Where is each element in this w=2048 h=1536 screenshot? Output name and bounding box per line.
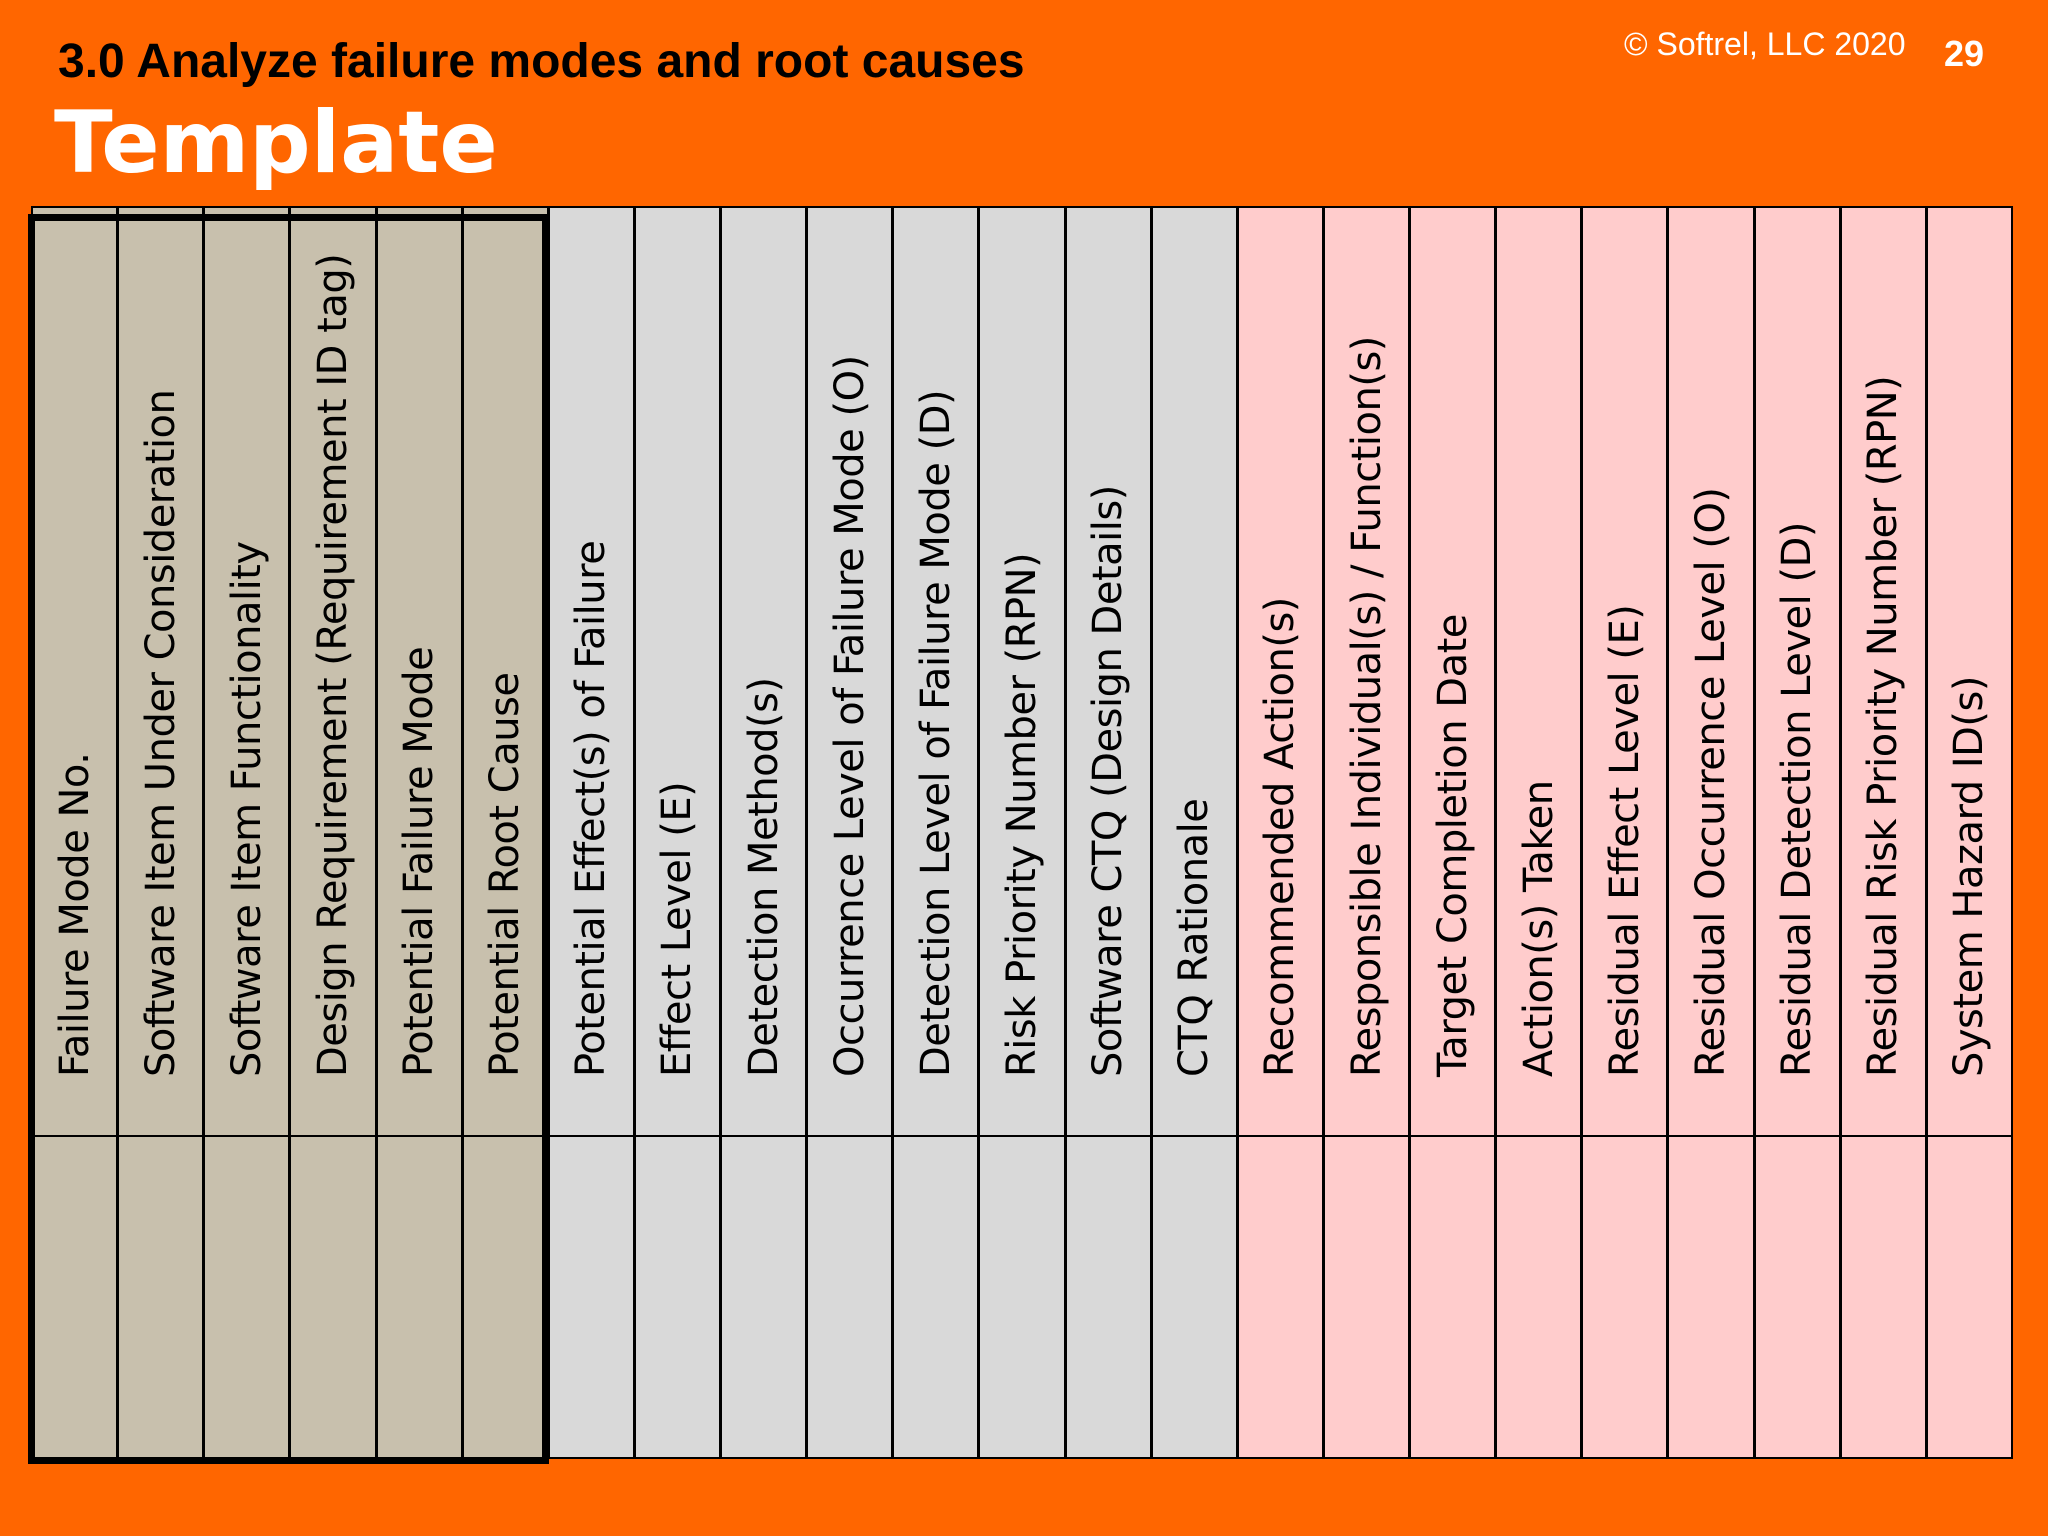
column-header: Software Item Functionality bbox=[205, 208, 289, 1137]
column-header-label: Residual Risk Priority Number (RPN) bbox=[1860, 375, 1907, 1077]
table-cell[interactable] bbox=[1583, 1137, 1666, 1457]
table-column: Failure Mode No. bbox=[31, 206, 119, 1459]
column-header-label: Occurrence Level of Failure Mode (O) bbox=[826, 355, 873, 1077]
table-column: Detection Level of Failure Mode (D) bbox=[892, 206, 980, 1459]
column-header-label: Failure Mode No. bbox=[51, 752, 98, 1077]
table-cell[interactable] bbox=[464, 1137, 547, 1457]
column-header-label: CTQ Rationale bbox=[1171, 798, 1218, 1077]
table-cell[interactable] bbox=[1756, 1137, 1839, 1457]
column-header-label: Recommended Action(s) bbox=[1257, 597, 1304, 1077]
table-cell[interactable] bbox=[550, 1137, 633, 1457]
table-cell[interactable] bbox=[636, 1137, 719, 1457]
column-header: Detection Level of Failure Mode (D) bbox=[894, 208, 978, 1137]
column-header-label: Responsible Individual(s) / Function(s) bbox=[1343, 336, 1390, 1077]
column-header: Residual Risk Priority Number (RPN) bbox=[1841, 208, 1925, 1137]
column-header-label: Detection Level of Failure Mode (D) bbox=[912, 389, 959, 1077]
column-header-label: Residual Occurrence Level (O) bbox=[1688, 487, 1735, 1077]
column-header-label: Potential Root Cause bbox=[482, 672, 529, 1077]
column-header-label: Potential Effect(s) of Failure bbox=[568, 540, 615, 1077]
table-cell[interactable] bbox=[1153, 1137, 1236, 1457]
table-cell[interactable] bbox=[1842, 1137, 1925, 1457]
column-header-label: Design Requirement (Requirement ID tag) bbox=[309, 253, 356, 1077]
table-column: Residual Occurrence Level (O) bbox=[1667, 206, 1755, 1459]
page-number: 29 bbox=[1944, 33, 1985, 74]
column-header-label: Detection Method(s) bbox=[740, 677, 787, 1077]
column-header-label: Target Completion Date bbox=[1429, 614, 1476, 1077]
table-cell[interactable] bbox=[1067, 1137, 1150, 1457]
column-header: Residual Effect Level (E) bbox=[1583, 208, 1667, 1137]
column-header: Design Requirement (Requirement ID tag) bbox=[291, 208, 375, 1137]
table-column: Software Item Functionality bbox=[203, 206, 291, 1459]
column-header: Risk Priority Number (RPN) bbox=[980, 208, 1064, 1137]
table-cell[interactable] bbox=[722, 1137, 805, 1457]
column-header: Recommended Action(s) bbox=[1238, 208, 1322, 1137]
table-column: Potential Failure Mode bbox=[375, 206, 463, 1459]
column-header: Residual Detection Level (D) bbox=[1755, 208, 1839, 1137]
column-header-label: Potential Failure Mode bbox=[396, 646, 443, 1077]
column-header: Detection Method(s) bbox=[722, 208, 806, 1137]
column-header: CTQ Rationale bbox=[1152, 208, 1236, 1137]
table-column: Responsible Individual(s) / Function(s) bbox=[1322, 206, 1411, 1459]
table-cell[interactable] bbox=[378, 1137, 461, 1457]
table-cell[interactable] bbox=[291, 1137, 374, 1457]
column-header: System Hazard ID(s) bbox=[1927, 208, 2011, 1137]
column-header-label: Software CTQ (Design Details) bbox=[1085, 485, 1132, 1077]
column-header: Residual Occurrence Level (O) bbox=[1669, 208, 1753, 1137]
column-header: Occurrence Level of Failure Mode (O) bbox=[808, 208, 892, 1137]
table-cell[interactable] bbox=[1669, 1137, 1752, 1457]
table-column: Risk Priority Number (RPN) bbox=[978, 206, 1066, 1459]
column-header: Potential Root Cause bbox=[463, 208, 547, 1137]
table-column: Residual Risk Priority Number (RPN) bbox=[1839, 206, 1927, 1459]
table-cell[interactable] bbox=[894, 1137, 977, 1457]
column-header: Target Completion Date bbox=[1411, 208, 1495, 1137]
table-column: Detection Method(s) bbox=[720, 206, 808, 1459]
table-cell[interactable] bbox=[808, 1137, 891, 1457]
column-header-label: Risk Priority Number (RPN) bbox=[998, 552, 1045, 1077]
column-header: Software Item Under Consideration bbox=[119, 208, 203, 1137]
table-column: Effect Level (E) bbox=[633, 206, 722, 1459]
table-column: Design Requirement (Requirement ID tag) bbox=[289, 206, 377, 1459]
table-column: Action(s) Taken bbox=[1495, 206, 1583, 1459]
column-header: Responsible Individual(s) / Function(s) bbox=[1324, 208, 1409, 1137]
table-cell[interactable] bbox=[1325, 1137, 1408, 1457]
table-column: Recommended Action(s) bbox=[1236, 206, 1324, 1459]
column-header-label: Residual Effect Level (E) bbox=[1601, 604, 1648, 1077]
table-column: CTQ Rationale bbox=[1150, 206, 1238, 1459]
table-column: Target Completion Date bbox=[1409, 206, 1497, 1459]
column-header: Potential Effect(s) of Failure bbox=[549, 208, 633, 1137]
column-header: Potential Failure Mode bbox=[377, 208, 461, 1137]
table-column: Potential Root Cause bbox=[461, 206, 549, 1459]
table-column: Software CTQ (Design Details) bbox=[1064, 206, 1152, 1459]
table-cell[interactable] bbox=[205, 1137, 288, 1457]
table-column: System Hazard ID(s) bbox=[1925, 206, 2013, 1459]
copyright-notice: © Softrel, LLC 2020 bbox=[1624, 26, 1906, 62]
fmea-template-table: Failure Mode No. Software Item Under Cons… bbox=[31, 206, 2013, 1459]
section-title: 3.0 Analyze failure modes and root cause… bbox=[58, 35, 1025, 88]
column-header-label: Effect Level (E) bbox=[654, 781, 701, 1077]
column-header: Effect Level (E) bbox=[635, 208, 720, 1137]
table-cell[interactable] bbox=[980, 1137, 1063, 1457]
column-header-label: Software Item Functionality bbox=[223, 541, 270, 1077]
column-header-label: Software Item Under Consideration bbox=[137, 389, 184, 1077]
column-header-label: Action(s) Taken bbox=[1515, 780, 1562, 1077]
column-header: Action(s) Taken bbox=[1497, 208, 1581, 1137]
table-cell[interactable] bbox=[1497, 1137, 1580, 1457]
table-cell[interactable] bbox=[1411, 1137, 1494, 1457]
table-column: Occurrence Level of Failure Mode (O) bbox=[806, 206, 894, 1459]
column-header: Failure Mode No. bbox=[33, 208, 117, 1137]
column-header-label: System Hazard ID(s) bbox=[1946, 676, 1993, 1077]
table-cell[interactable] bbox=[33, 1137, 116, 1457]
table-cell[interactable] bbox=[1239, 1137, 1322, 1457]
table-column: Residual Effect Level (E) bbox=[1581, 206, 1669, 1459]
table-column: Software Item Under Consideration bbox=[117, 206, 205, 1459]
column-header: Software CTQ (Design Details) bbox=[1066, 208, 1150, 1137]
table-cell[interactable] bbox=[1928, 1137, 2011, 1457]
slide-title: Template bbox=[54, 93, 498, 193]
table-cell[interactable] bbox=[119, 1137, 202, 1457]
column-header-label: Residual Detection Level (D) bbox=[1774, 522, 1821, 1077]
table-column: Potential Effect(s) of Failure bbox=[547, 206, 635, 1459]
table-column: Residual Detection Level (D) bbox=[1753, 206, 1841, 1459]
